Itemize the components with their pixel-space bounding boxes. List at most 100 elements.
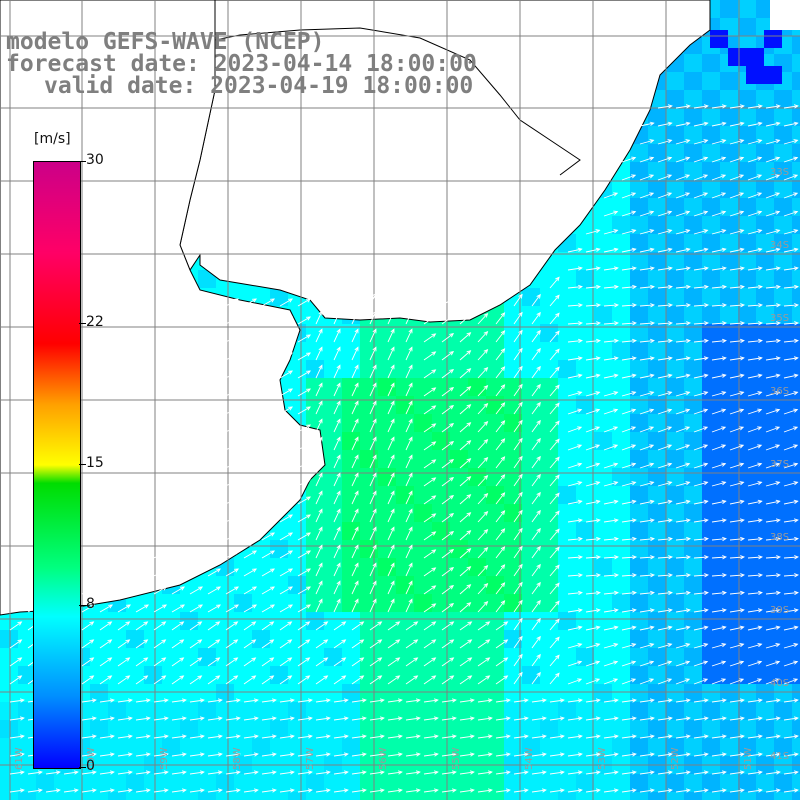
- wind-cell: [720, 252, 739, 271]
- wind-arrow: [477, 402, 489, 415]
- wind-arrow: [621, 408, 637, 415]
- wind-arrow: [369, 508, 377, 523]
- wind-arrow: [423, 716, 439, 721]
- wind-cell: [738, 594, 757, 613]
- lon-label: 57W: [305, 747, 316, 770]
- wind-arrow: [81, 639, 95, 649]
- wind-arrow: [657, 678, 673, 685]
- wind-arrow: [747, 481, 763, 487]
- wind-cell: [396, 648, 415, 667]
- wind-arrow: [243, 298, 258, 307]
- wind-arrow: [225, 788, 241, 793]
- wind-arrow: [603, 590, 619, 596]
- wind-cell: [558, 486, 577, 505]
- wind-arrow: [585, 590, 601, 596]
- wind-cell: [306, 558, 325, 577]
- wind-arrow: [711, 174, 727, 181]
- wind-arrow: [225, 460, 240, 469]
- wind-cell: [180, 774, 199, 793]
- wind-arrow: [765, 698, 781, 703]
- wind-cell: [180, 594, 199, 613]
- wind-cell: [342, 684, 361, 703]
- wind-arrow: [279, 352, 294, 361]
- wind-cell: [288, 648, 307, 667]
- wind-arrow: [567, 266, 583, 271]
- wind-arrow: [99, 586, 114, 595]
- wind-arrow: [693, 536, 709, 542]
- wind-arrow: [279, 424, 294, 433]
- wind-cell: [324, 342, 343, 361]
- wind-arrow: [513, 617, 523, 631]
- wind-cell: [738, 360, 757, 379]
- wind-arrow: [567, 608, 583, 613]
- wind-arrow: [765, 356, 781, 361]
- wind-cell: [792, 36, 800, 55]
- wind-cell: [504, 558, 523, 577]
- wind-arrow: [351, 639, 365, 649]
- wind-arrow: [747, 590, 763, 596]
- wind-arrow: [423, 675, 437, 685]
- wind-arrow: [693, 104, 709, 109]
- wind-cell: [216, 774, 235, 793]
- wind-arrow: [639, 321, 655, 326]
- wind-cell: [306, 360, 325, 379]
- wind-cell: [756, 270, 775, 289]
- wind-arrow: [711, 481, 727, 487]
- wind-cell: [144, 648, 163, 667]
- wind-cell: [378, 558, 397, 577]
- wind-cell: [576, 594, 595, 613]
- wind-arrow: [441, 441, 455, 451]
- wind-arrow: [459, 368, 472, 379]
- wind-cell: [90, 648, 109, 667]
- wind-arrow: [297, 770, 313, 775]
- wind-cell: [252, 702, 271, 721]
- wind-arrow: [171, 532, 186, 541]
- wind-cell: [180, 684, 199, 703]
- wind-cell: [378, 342, 397, 361]
- wind-cell: [522, 684, 541, 703]
- wind-arrow: [585, 716, 601, 721]
- wind-cell: [486, 378, 505, 397]
- wind-arrow: [297, 478, 312, 487]
- wind-arrow: [333, 598, 341, 613]
- wind-arrow: [675, 462, 691, 469]
- wind-arrow: [207, 604, 222, 613]
- wind-arrow: [477, 675, 491, 685]
- wind-arrow: [621, 643, 637, 649]
- wind-arrow: [567, 734, 583, 739]
- wind-cell: [468, 414, 487, 433]
- wind-cell: [270, 522, 289, 541]
- wind-cell: [288, 702, 307, 721]
- wind-arrow: [675, 266, 691, 271]
- wind-arrow: [513, 311, 523, 325]
- wind-cell: [504, 396, 523, 415]
- wind-cell: [648, 774, 667, 793]
- wind-cell: [558, 702, 577, 721]
- valid-date: valid date: 2023-04-19 18:00:00: [44, 73, 474, 99]
- wind-arrow: [459, 296, 472, 307]
- wind-cell: [486, 324, 505, 343]
- wind-cell: [630, 270, 649, 289]
- wind-arrow: [423, 405, 437, 415]
- wind-arrow: [405, 621, 419, 631]
- wind-arrow: [243, 568, 258, 577]
- wind-arrow: [369, 400, 377, 415]
- wind-arrow: [297, 532, 312, 541]
- wind-cell: [540, 342, 559, 361]
- wind-cell: [234, 648, 253, 667]
- wind-cell: [108, 666, 127, 685]
- wind-cell: [576, 702, 595, 721]
- wind-cell: [270, 702, 289, 721]
- wind-arrow: [333, 562, 341, 577]
- wind-arrow: [765, 284, 781, 290]
- wind-cell: [540, 396, 559, 415]
- wind-arrow: [333, 472, 341, 487]
- wind-cell: [558, 684, 577, 703]
- wind-cell: [162, 702, 181, 721]
- wind-arrow: [189, 657, 203, 667]
- wind-arrow: [369, 346, 377, 361]
- wind-cell: [720, 774, 739, 793]
- wind-arrow: [459, 566, 472, 577]
- wind-cell: [432, 504, 451, 523]
- wind-cell: [684, 774, 703, 793]
